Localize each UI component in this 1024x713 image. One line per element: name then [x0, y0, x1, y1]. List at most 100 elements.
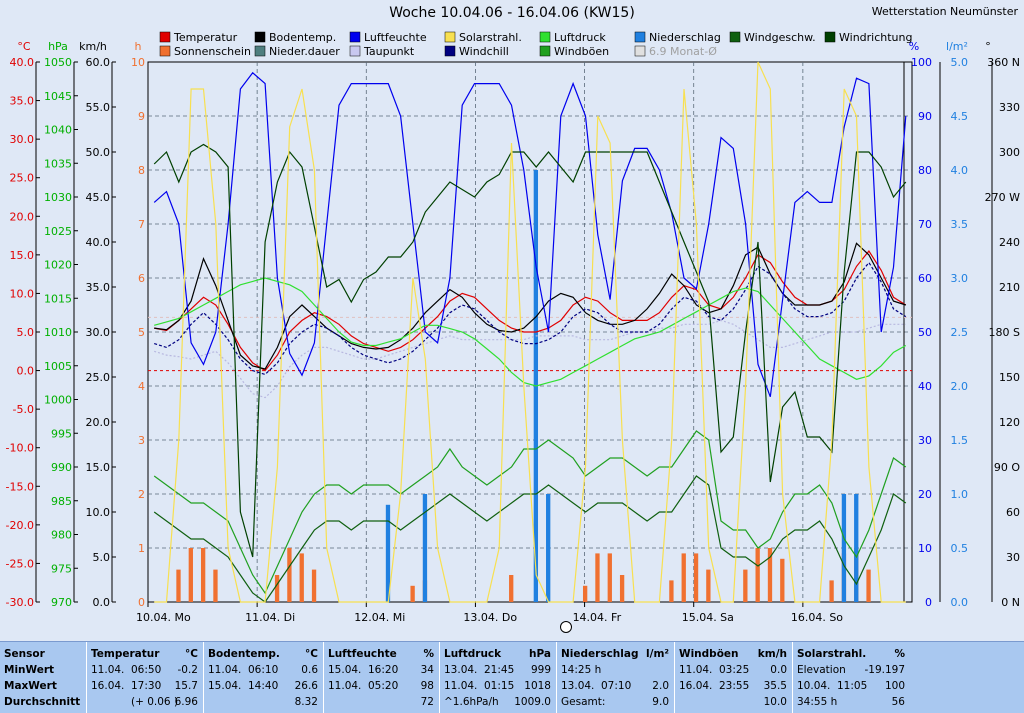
stats-column: Bodentemp. °C 11.04. 06:10 0.6 15.04. 14:40 26.… — [203, 642, 324, 713]
direction-axis-tick: 150 — [999, 371, 1020, 384]
sunshine-bar — [829, 580, 834, 602]
temp-axis-tick: -10.0 — [6, 442, 34, 455]
precipitation-bar — [854, 494, 859, 602]
temp-axis-tick: -5.0 — [13, 403, 34, 416]
pressure-axis-tick: 1040 — [44, 124, 72, 137]
stats-row: 16.04. 17:30 15.7 — [91, 678, 198, 694]
stats-cell-time: 11:05 — [837, 680, 868, 692]
legend-label: Sonnenschein — [174, 45, 251, 58]
stats-cell-time: 21:45 — [484, 664, 515, 676]
pressure-axis-tick: 975 — [51, 562, 72, 575]
stats-cell-date: 15.04. — [328, 664, 362, 676]
rain-axis-tick: 1.5 — [951, 434, 969, 447]
legend-swatch — [349, 31, 361, 43]
temp-axis-tick: -20.0 — [6, 519, 34, 532]
stats-cell-value: 0.0 — [770, 664, 787, 676]
series-line-solarstrahl — [154, 61, 906, 603]
stats-column-unit: °C — [305, 648, 318, 660]
series-line-windb-en — [153, 430, 907, 595]
stats-cell-value: 56 — [891, 696, 905, 708]
rain-axis-tick: 4.0 — [951, 164, 969, 177]
stats-cell-time: 06:50 — [131, 664, 162, 676]
series-line-windchill — [154, 261, 907, 376]
temp-axis-tick: 15.0 — [10, 249, 35, 262]
stats-cell-time: 14:40 — [248, 680, 279, 692]
wind-axis-tick: 0.0 — [93, 596, 111, 609]
stats-column-unit: hPa — [529, 648, 551, 660]
stats-cell-date: 11.04. — [208, 664, 242, 676]
stats-column-name: Solarstrahl. — [797, 648, 867, 660]
direction-axis-tick: 60 — [1006, 506, 1020, 519]
rain-axis-unit: l/m² — [946, 40, 968, 53]
legend-swatch — [634, 31, 646, 43]
sunshine-bar — [595, 553, 600, 602]
stats-cell-time: 03:25 — [719, 664, 750, 676]
stats-row: 11.04. 06:50 -0.2 — [91, 662, 198, 678]
sun-hours-axis-tick: 2 — [138, 488, 145, 501]
pressure-axis-tick: 1015 — [44, 292, 72, 305]
pressure-axis-tick: 1045 — [44, 90, 72, 103]
stats-row-labels: Sensor MinWert MaxWert Durchschnitt — [0, 642, 86, 713]
x-tick-label: 10.04. Mo — [136, 611, 191, 624]
stats-row: Gesamt: 9.0 — [561, 694, 669, 710]
direction-axis-tick: 330 — [999, 101, 1020, 114]
legend-label: Nieder.dauer — [269, 45, 340, 58]
sunshine-bar — [299, 553, 304, 602]
legend-label: Temperatur — [173, 31, 238, 44]
stats-row: 16.04. 23:55 35.5 — [679, 678, 787, 694]
stats-row: (+ 0.06 ) 6.96 — [91, 694, 198, 710]
stats-row: 34:55 h 56 — [797, 694, 905, 710]
temp-axis-tick: -15.0 — [6, 480, 34, 493]
direction-axis-unit: ° — [985, 40, 991, 53]
pressure-axis-tick: 1020 — [44, 259, 72, 272]
x-tick-label: 13.04. Do — [463, 611, 517, 624]
stats-column-unit: °C — [185, 648, 198, 660]
sun-hours-axis-tick: 10 — [131, 56, 145, 69]
pressure-axis-tick: 1005 — [44, 360, 72, 373]
sunshine-bar — [176, 569, 181, 602]
stats-cell-date: 11.04. — [328, 680, 362, 692]
series-line-luftdruck — [154, 277, 907, 387]
legend-swatch — [634, 45, 646, 57]
direction-axis-tick: 360 N — [987, 56, 1020, 69]
direction-axis-tick: 90 O — [994, 461, 1020, 474]
wind-axis-tick: 45.0 — [86, 191, 111, 204]
stats-cell-time: 06:10 — [248, 664, 279, 676]
humidity-axis-tick: 70 — [918, 218, 932, 231]
temp-axis-tick: 40.0 — [10, 56, 35, 69]
pressure-axis-tick: 985 — [51, 495, 72, 508]
wind-axis-tick: 35.0 — [86, 281, 111, 294]
chart-title: Woche 10.04.06 - 16.04.06 (KW15) — [389, 5, 635, 21]
stats-cell-date: 16.04. — [91, 680, 125, 692]
sun-hours-axis-tick: 3 — [138, 434, 145, 447]
week-navigation-marker[interactable] — [560, 621, 572, 633]
stats-column: Solarstrahl.% Elevation -19.197 10.04. 11:05… — [792, 642, 911, 713]
sunshine-bar — [509, 575, 514, 602]
stats-column-unit: km/h — [757, 648, 787, 660]
rain-axis-tick: 5.0 — [951, 56, 969, 69]
stats-column: Windböen km/h 11.04. 03:25 0.0 16.04. 23:55 35.… — [674, 642, 793, 713]
stats-row: 8.32 — [208, 694, 318, 710]
temp-axis-tick: 10.0 — [10, 287, 35, 300]
stats-cell-date: Elevation — [797, 664, 846, 676]
stats-cell-time: 01:15 — [484, 680, 515, 692]
humidity-axis-tick: 0 — [925, 596, 932, 609]
pressure-axis-tick: 980 — [51, 529, 72, 542]
legend-label: Bodentemp. — [269, 31, 336, 44]
stats-row: 14:25 h — [561, 662, 669, 678]
pressure-axis-tick: 970 — [51, 596, 72, 609]
temp-axis-tick: -25.0 — [6, 557, 34, 570]
x-tick-label: 16.04. So — [791, 611, 843, 624]
humidity-axis-tick: 40 — [918, 380, 932, 393]
stats-cell-value: 100 — [884, 680, 905, 692]
temp-axis-unit: °C — [17, 40, 31, 53]
wind-axis-tick: 20.0 — [86, 416, 111, 429]
stats-cell-value: 0.6 — [301, 664, 318, 676]
sun-hours-axis-unit: h — [135, 40, 142, 53]
temp-axis-tick: 35.0 — [10, 95, 35, 108]
stats-cell-time: 05:20 — [368, 680, 399, 692]
sun-hours-axis-tick: 8 — [138, 164, 145, 177]
stats-cell-date: 11.04. — [679, 664, 713, 676]
pressure-axis-tick: 1030 — [44, 191, 72, 204]
stats-row: 15.04. 16:20 34 — [328, 662, 434, 678]
